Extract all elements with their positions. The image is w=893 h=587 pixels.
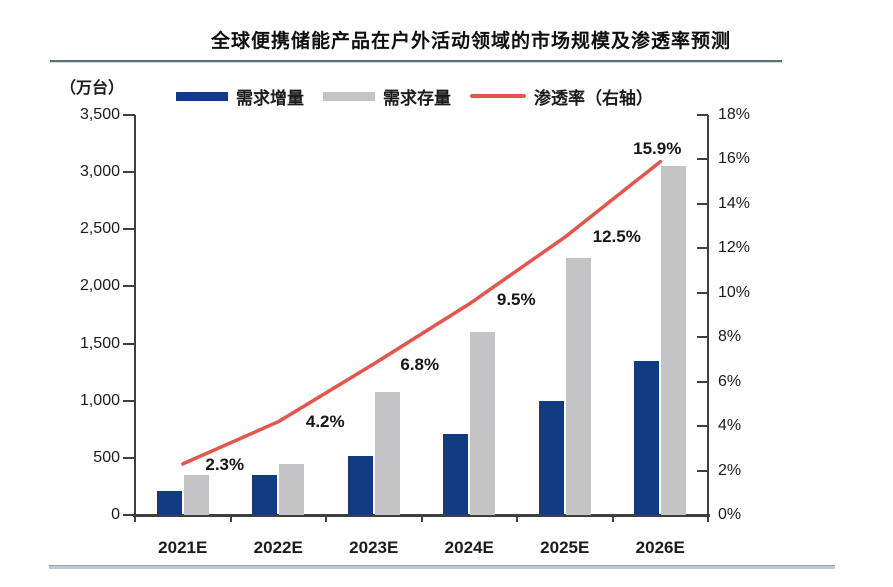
line-data-label: 6.8% [400,354,440,374]
x-axis-tick [325,515,327,522]
right-axis-tick-label: 6% [718,372,742,390]
x-axis-label: 2023E [349,538,399,557]
line-data-label: 2.3% [205,454,245,474]
left-axis-tick [123,514,135,516]
right-axis-tick [697,114,708,116]
left-axis-tick [123,228,135,231]
left-axis-tick-label: 3,000 [79,163,120,181]
right-axis-tick [697,202,708,205]
line-data-label: 15.9% [633,138,682,158]
left-axis-tick-label: 1,000 [79,391,120,409]
line-data-label: 4.2% [305,411,345,431]
right-axis-tick [697,514,708,516]
left-axis-tick-label: 1,500 [79,334,120,352]
bar-需求存量-2023E [374,391,400,515]
x-axis-tick [707,515,709,522]
line-data-label: 9.5% [496,289,536,309]
right-axis-tick-label: 2% [718,461,742,479]
left-axis-tick [123,456,135,459]
chart-legend: 需求增量 需求存量 渗透率（右轴） [176,84,653,109]
right-axis-tick-label: 12% [718,239,751,257]
x-axis-label: 2025E [540,538,590,557]
x-axis-tick [420,515,423,522]
left-axis-tick-label: 0 [111,506,120,523]
bar-需求存量-2021E [183,475,209,515]
chart-title: 全球便携储能产品在户外活动领域的市场规模及渗透率预测 [210,31,731,52]
right-axis-tick-label: 14% [718,194,751,212]
x-axis-tick [229,515,232,522]
x-axis-tick [611,515,614,522]
x-axis-label: 2026E [635,538,685,557]
title-underline-rule [50,60,782,63]
bar-需求存量-2026E [661,166,687,515]
line-data-label: 12.5% [592,227,641,247]
bar-需求存量-2025E [565,257,591,515]
legend-swatch-line-icon [470,94,526,98]
bar-需求增量-2025E [538,400,564,515]
right-axis-tick [697,469,708,472]
penetration-line [181,159,663,466]
legend-swatch-bar-icon [176,91,228,101]
left-axis-tick [123,114,135,116]
right-axis-tick-label: 16% [718,150,751,168]
x-axis-tick [134,515,136,522]
x-axis-label: 2024E [444,538,494,557]
right-axis-tick [697,336,708,339]
right-axis-tick [697,158,708,161]
left-axis-tick [123,285,135,288]
legend-swatch-bar-icon [323,91,375,101]
right-axis-tick-label: 4% [718,417,742,435]
left-axis-tick [123,342,135,345]
left-axis-tick [123,399,135,402]
legend-item-0: 需求增量 [176,84,304,109]
right-y-axis-line [707,115,709,517]
left-axis-tick-label: 3,500 [79,106,120,123]
left-axis-tick [123,171,135,174]
bar-需求增量-2024E [443,433,469,515]
legend-item-1: 需求存量 [323,84,451,109]
left-axis-tick-label: 500 [93,448,120,466]
legend-item-2: 渗透率（右轴） [470,84,653,109]
right-axis-tick [697,425,708,428]
left-y-axis-line [134,115,136,517]
right-axis-tick [697,380,708,383]
legend-label: 需求增量 [236,88,304,108]
x-axis-label: 2022E [253,538,303,557]
left-axis-tick-label: 2,500 [79,220,120,238]
bar-需求增量-2026E [634,360,660,515]
bar-需求增量-2021E [156,491,182,515]
left-axis-tick-label: 2,000 [79,277,120,295]
bar-需求增量-2022E [252,475,278,515]
right-axis-tick-label: 10% [718,283,751,301]
legend-label: 渗透率（右轴） [534,88,653,108]
x-axis-label: 2021E [158,538,208,557]
bottom-border-rule [49,565,835,569]
left-axis-unit-label: （万台） [60,80,125,97]
plot-area: 0 500 1,000 1,500 2,000 2,500 3,000 3,500 0% 2% 4%… [80,106,750,557]
bar-需求存量-2024E [470,332,496,515]
right-axis-tick [697,247,708,250]
legend-label: 需求存量 [383,88,451,108]
right-axis-tick [697,291,708,294]
bar-需求存量-2022E [279,463,305,515]
right-axis-tick-label: 8% [718,328,742,346]
bar-需求增量-2023E [347,455,373,515]
x-axis-tick [516,515,518,522]
right-axis-tick-label: 0% [718,506,742,523]
right-axis-tick-label: 18% [718,106,751,123]
